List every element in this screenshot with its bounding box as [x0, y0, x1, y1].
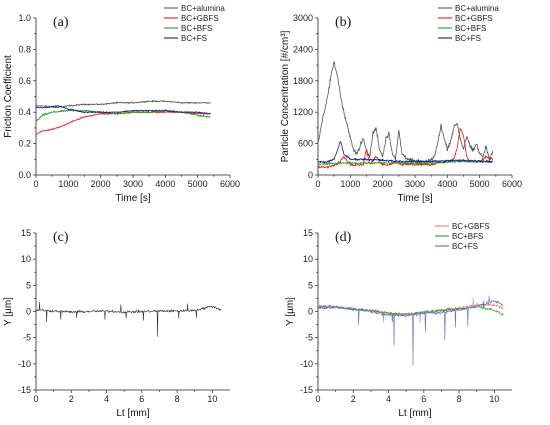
series-line — [36, 301, 222, 337]
x-tick-label: 10 — [207, 394, 217, 404]
x-tick-label: 4 — [386, 394, 391, 404]
legend-label: BC+alumina — [455, 4, 499, 13]
x-tick-label: 0 — [315, 179, 320, 189]
y-tick-label: -15 — [18, 385, 31, 395]
y-tick-label: 0.6 — [18, 76, 31, 86]
y-tick-label: 1800 — [293, 76, 313, 86]
x-tick-label: 8 — [175, 394, 180, 404]
y-tick-label: 2400 — [293, 44, 313, 54]
y-tick-label: 600 — [298, 139, 313, 149]
y-tick-label: -5 — [305, 333, 313, 343]
y-tick-label: -15 — [300, 385, 313, 395]
y-tick-label: 10 — [303, 254, 313, 264]
x-tick-label: 6 — [421, 394, 426, 404]
x-tick-label: 3000 — [123, 179, 143, 189]
x-tick-label: 0 — [315, 394, 320, 404]
x-tick-label: 5000 — [188, 179, 208, 189]
x-tick-label: 0 — [33, 394, 38, 404]
legend-label: BC+GBFS — [452, 222, 490, 231]
x-tick-label: 2000 — [373, 179, 393, 189]
y-axis-title: Y [µm] — [3, 297, 14, 326]
x-tick-label: 3000 — [405, 179, 425, 189]
panel-label: (d) — [335, 230, 352, 245]
y-tick-label: 15 — [303, 228, 313, 238]
x-tick-label: 5000 — [470, 179, 490, 189]
panel-label: (b) — [335, 15, 352, 30]
x-axis-title: Lt [mm] — [116, 408, 150, 419]
y-tick-label: 0.8 — [18, 44, 31, 54]
series-line-bc-alumina — [318, 61, 493, 165]
panel-b: 0 1000 2000 3000 4000 5000 6000 0 600 1200 1800 240… — [280, 4, 522, 204]
y-tick-label: -5 — [23, 333, 31, 343]
x-tick-label: 2 — [69, 394, 74, 404]
x-tick-label: 6000 — [220, 179, 240, 189]
y-tick-label: 5 — [26, 280, 31, 290]
x-axis-title: Time [s] — [115, 193, 150, 204]
legend-label: BC+FS — [452, 242, 478, 251]
panel-label: (a) — [53, 15, 69, 30]
x-axis-title: Time [s] — [397, 193, 432, 204]
panel-c: 0 2 4 6 8 10 -15 -10 -5 0 5 10 15 Lt [mm] Y [µm] (c) — [3, 228, 230, 419]
legend-label: BC+BFS — [455, 24, 486, 33]
legend-label: BC+FS — [181, 34, 207, 43]
series-line-bc-bfs — [318, 159, 493, 166]
y-tick-label: 1200 — [293, 107, 313, 117]
y-axis-title: Friction Coefficient — [3, 55, 14, 138]
x-tick-label: 2 — [351, 394, 356, 404]
y-tick-label: 15 — [21, 228, 31, 238]
y-tick-label: 1.0 — [18, 13, 31, 23]
x-tick-label: 8 — [457, 394, 462, 404]
y-tick-label: -10 — [300, 359, 313, 369]
legend-label: BC+GBFS — [455, 14, 493, 23]
y-tick-label: 0.0 — [18, 170, 31, 180]
panel-d: 0 2 4 6 8 10 -15 -10 -5 0 5 10 15 Lt [mm] Y [µm] (d) BC+… — [285, 222, 512, 419]
y-tick-label: 0.2 — [18, 139, 31, 149]
x-tick-label: 10 — [489, 394, 499, 404]
panel-a: 0 1000 2000 3000 4000 5000 6000 0.0 0.2 0.4 0.6 0.8… — [3, 4, 240, 204]
x-tick-label: 4000 — [155, 179, 175, 189]
legend-label: BC+FS — [455, 34, 481, 43]
x-tick-label: 2000 — [91, 179, 111, 189]
panel-label: (c) — [53, 230, 69, 245]
series-line-bc-fs — [318, 141, 493, 164]
y-tick-label: 0 — [308, 170, 313, 180]
x-tick-label: 6000 — [502, 179, 522, 189]
legend-label: BC+BFS — [452, 232, 483, 241]
x-tick-label: 4000 — [437, 179, 457, 189]
y-tick-label: 3000 — [293, 13, 313, 23]
plot-area — [36, 100, 211, 135]
plot-area — [36, 301, 222, 337]
plot-area — [318, 61, 493, 169]
x-tick-label: 4 — [104, 394, 109, 404]
y-tick-label: 10 — [21, 254, 31, 264]
x-tick-label: 1000 — [58, 179, 78, 189]
series-line-bc-fs — [36, 104, 211, 115]
plot-area — [318, 295, 504, 366]
legend-label: BC+alumina — [181, 4, 225, 13]
x-tick-label: 1000 — [340, 179, 360, 189]
y-tick-label: 0.4 — [18, 107, 31, 117]
x-axis-title: Lt [mm] — [398, 408, 432, 419]
y-tick-label: 5 — [308, 280, 313, 290]
y-axis-title: Y [µm] — [285, 297, 296, 326]
x-tick-label: 6 — [139, 394, 144, 404]
x-tick-label: 0 — [33, 179, 38, 189]
series-line-bc-bfs — [36, 109, 211, 122]
y-tick-label: 0 — [308, 307, 313, 317]
legend-label: BC+BFS — [181, 24, 212, 33]
y-axis-title: Particle Concentration [#/cm³] — [280, 30, 291, 162]
y-tick-label: -10 — [18, 359, 31, 369]
series-line-bc-alumina — [36, 100, 211, 109]
series-line-bc-fs — [318, 295, 504, 366]
y-tick-label: 0 — [26, 307, 31, 317]
legend-label: BC+GBFS — [181, 14, 219, 23]
